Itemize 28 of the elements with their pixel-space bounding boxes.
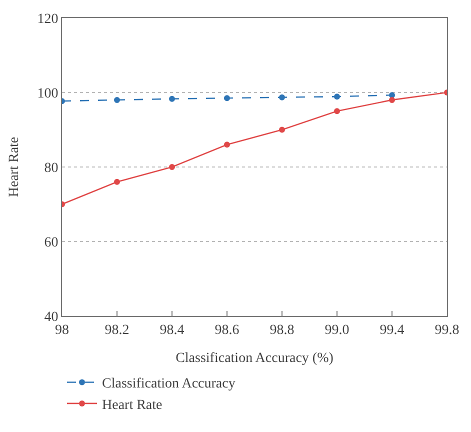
point bbox=[169, 96, 175, 102]
point bbox=[334, 94, 340, 100]
point bbox=[279, 94, 285, 100]
y-axis-title: Heart Rate bbox=[6, 136, 22, 198]
point bbox=[389, 96, 395, 103]
x-tick-label: 98.2 bbox=[104, 322, 130, 338]
x-tick-label: 98 bbox=[55, 322, 69, 338]
point bbox=[114, 178, 120, 185]
legend-label: Heart Rate bbox=[102, 398, 162, 413]
y-tick-label: 100 bbox=[37, 86, 58, 102]
x-tick-label: 99.4 bbox=[380, 322, 404, 338]
point bbox=[224, 142, 230, 148]
x-axis-title: Classification Accuracy (%) bbox=[176, 351, 334, 366]
y-tick-label: 80 bbox=[44, 160, 58, 176]
legend-label: Classification Accuracy bbox=[102, 376, 236, 392]
point bbox=[169, 164, 175, 170]
y-tick-label: 40 bbox=[44, 310, 58, 325]
x-tick-label: 98.6 bbox=[214, 322, 240, 338]
point bbox=[279, 126, 285, 133]
x-tick-label: 98.8 bbox=[270, 322, 294, 338]
x-tick-label: 98.4 bbox=[160, 322, 184, 338]
point bbox=[114, 96, 120, 103]
point bbox=[224, 95, 230, 102]
y-tick-label: 60 bbox=[44, 235, 58, 250]
point bbox=[334, 108, 340, 114]
y-tick-label: 120 bbox=[37, 12, 58, 27]
x-tick-label: 99.8 bbox=[434, 322, 460, 338]
x-tick-label: 99.0 bbox=[324, 322, 350, 338]
